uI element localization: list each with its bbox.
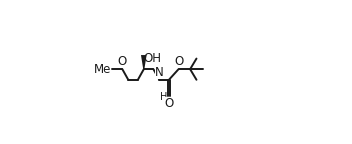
Text: OH: OH (144, 52, 162, 65)
Text: O: O (118, 55, 127, 68)
Text: O: O (174, 55, 183, 68)
Text: O: O (164, 97, 174, 110)
Text: N: N (155, 66, 164, 79)
Text: H: H (161, 92, 168, 102)
Polygon shape (141, 55, 147, 69)
Text: Me: Me (94, 63, 112, 76)
